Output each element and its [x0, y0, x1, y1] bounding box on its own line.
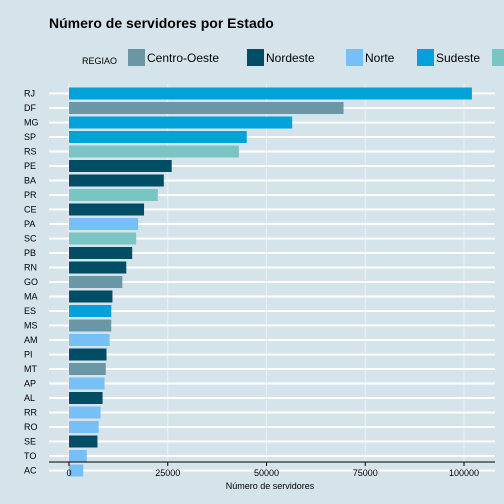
legend-label-centro-oeste: Centro-Oeste — [147, 51, 219, 65]
y-tick-pi: PI — [24, 350, 33, 360]
y-tick-pe: PE — [24, 161, 36, 171]
y-tick-go: GO — [24, 277, 38, 287]
y-tick-mt: MT — [24, 364, 37, 374]
bar-sc — [69, 232, 137, 245]
bar-to — [69, 450, 87, 462]
bar-al — [69, 392, 103, 404]
bar-rj — [69, 87, 472, 100]
x-tick-label: 100000 — [449, 468, 479, 478]
bar-ba — [69, 174, 164, 187]
y-tick-labels: RJ DF MG SP RS PE BA PR CE PA SC PB RN GO MA ES MS AM PI MT… — [24, 89, 39, 476]
bars — [69, 87, 472, 477]
y-tick-es: ES — [24, 306, 36, 316]
bar-ac — [69, 464, 84, 477]
x-tick-label: 0 — [66, 468, 71, 478]
y-tick-to: TO — [24, 451, 36, 461]
y-tick-rr: RR — [24, 408, 37, 418]
legend-swatch-sul — [492, 49, 504, 66]
bar-rs — [69, 145, 239, 158]
y-tick-ro: RO — [24, 422, 38, 432]
bar-ro — [69, 421, 99, 433]
bar-sp — [69, 131, 247, 143]
legend-label-sudeste: Sudeste — [436, 51, 480, 65]
y-tick-am: AM — [24, 335, 38, 345]
bar-pr — [69, 189, 158, 201]
bar-es — [69, 305, 112, 317]
y-tick-rj: RJ — [24, 89, 35, 99]
legend: REGIAO Centro-OesteNordesteNorteSudesteS… — [82, 49, 504, 66]
y-tick-ac: AC — [24, 466, 37, 476]
bar-pa — [69, 218, 139, 230]
bar-ce — [69, 203, 145, 216]
y-tick-se: SE — [24, 437, 36, 447]
bar-mt — [69, 363, 106, 375]
bar-ms — [69, 319, 112, 332]
legend-title: REGIAO — [82, 56, 117, 66]
legend-label-nordeste: Nordeste — [266, 51, 315, 65]
chart-title: Número de servidores por Estado — [49, 15, 274, 31]
y-tick-ba: BA — [24, 176, 36, 186]
legend-swatch-centro-oeste — [128, 49, 145, 66]
y-tick-rn: RN — [24, 263, 37, 273]
y-tick-pr: PR — [24, 190, 37, 200]
y-tick-df: DF — [24, 103, 36, 113]
bar-rr — [69, 406, 101, 419]
bar-ap — [69, 377, 105, 390]
bar-se — [69, 435, 98, 448]
y-tick-rs: RS — [24, 147, 37, 157]
y-tick-ma: MA — [24, 292, 38, 302]
bar-am — [69, 334, 110, 346]
y-tick-sc: SC — [24, 234, 37, 244]
legend-label-norte: Norte — [365, 51, 395, 65]
bar-mg — [69, 116, 293, 129]
bar-df — [69, 102, 344, 114]
y-tick-pb: PB — [24, 248, 36, 258]
bar-rn — [69, 261, 127, 274]
y-tick-ap: AP — [24, 379, 36, 389]
y-tick-sp: SP — [24, 132, 36, 142]
bar-pb — [69, 247, 133, 259]
y-tick-mg: MG — [24, 118, 39, 128]
y-tick-al: AL — [24, 393, 35, 403]
bar-ma — [69, 290, 113, 303]
bar-pe — [69, 160, 172, 172]
x-tick-label: 50000 — [254, 468, 279, 478]
x-tick-label: 25000 — [155, 468, 180, 478]
bar-go — [69, 276, 123, 288]
y-tick-pa: PA — [24, 219, 35, 229]
legend-swatch-norte — [346, 49, 363, 66]
y-tick-ce: CE — [24, 205, 37, 215]
legend-swatch-sudeste — [417, 49, 434, 66]
x-tick-labels: 0 25000 50000 75000 100000 — [49, 461, 495, 478]
x-tick-label: 75000 — [353, 468, 378, 478]
bar-pi — [69, 348, 107, 361]
x-axis-title: Número de servidores — [226, 481, 315, 491]
y-tick-ms: MS — [24, 321, 38, 331]
legend-swatch-nordeste — [247, 49, 264, 66]
